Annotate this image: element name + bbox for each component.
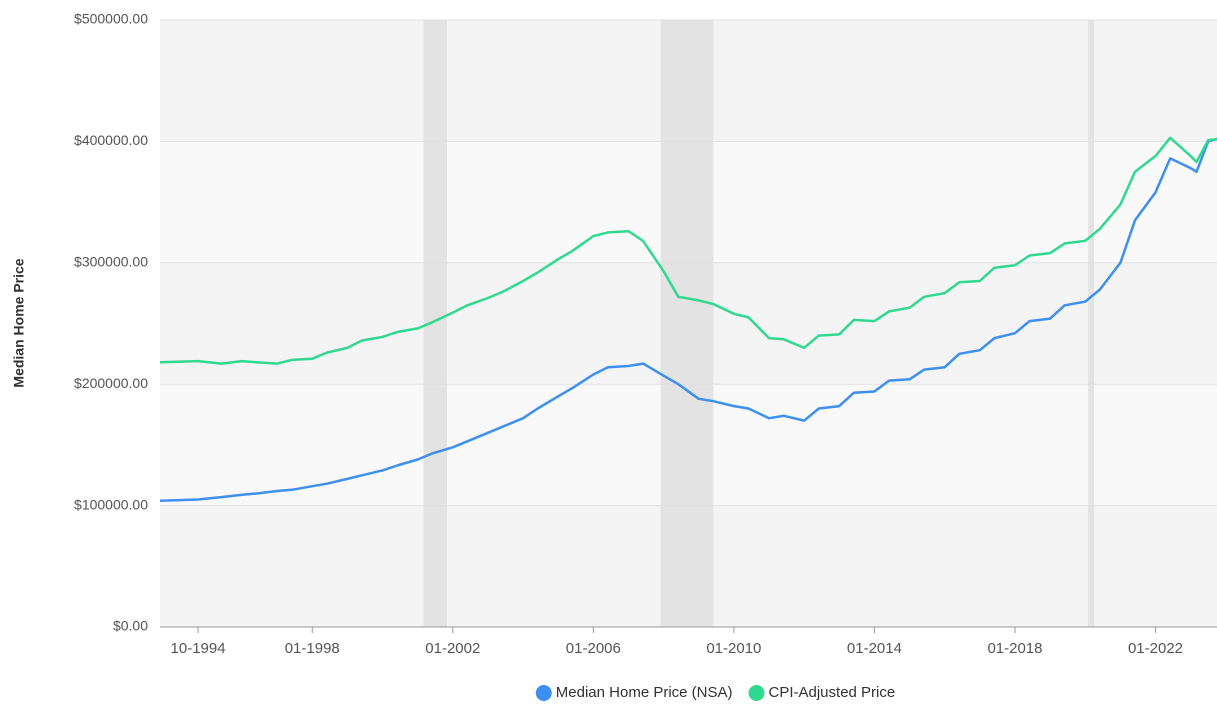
x-tick-label: 01-1998: [285, 640, 340, 657]
x-tick-label: 01-2022: [1128, 640, 1183, 657]
recession-band: [660, 20, 714, 627]
legend-marker: [535, 685, 552, 701]
x-tick-label: 01-2018: [987, 640, 1042, 657]
y-axis-title: Median Home Price: [11, 258, 27, 387]
y-tick-label: $500000.00: [74, 11, 148, 27]
series-line: [159, 137, 1217, 502]
legend-label: Median Home Price (NSA): [556, 684, 733, 701]
x-tick-label: 01-2006: [566, 640, 621, 657]
x-tick-label: 10-1994: [171, 640, 226, 657]
x-tick-label: 01-2002: [425, 640, 480, 657]
legend-marker: [748, 685, 765, 701]
y-tick-label: $300000.00: [74, 254, 148, 270]
y-tick-label: $400000.00: [74, 132, 148, 148]
recession-band: [423, 20, 447, 627]
y-tick-label: $200000.00: [74, 375, 148, 391]
legend-label: CPI-Adjusted Price: [769, 684, 896, 701]
y-tick-label: $100000.00: [74, 496, 148, 512]
y-tick-label: $0.00: [113, 618, 148, 634]
series-line: [159, 136, 1217, 365]
x-tick-label: 01-2010: [706, 640, 761, 657]
recession-band: [1088, 20, 1095, 627]
x-tick-label: 01-2014: [847, 640, 902, 657]
